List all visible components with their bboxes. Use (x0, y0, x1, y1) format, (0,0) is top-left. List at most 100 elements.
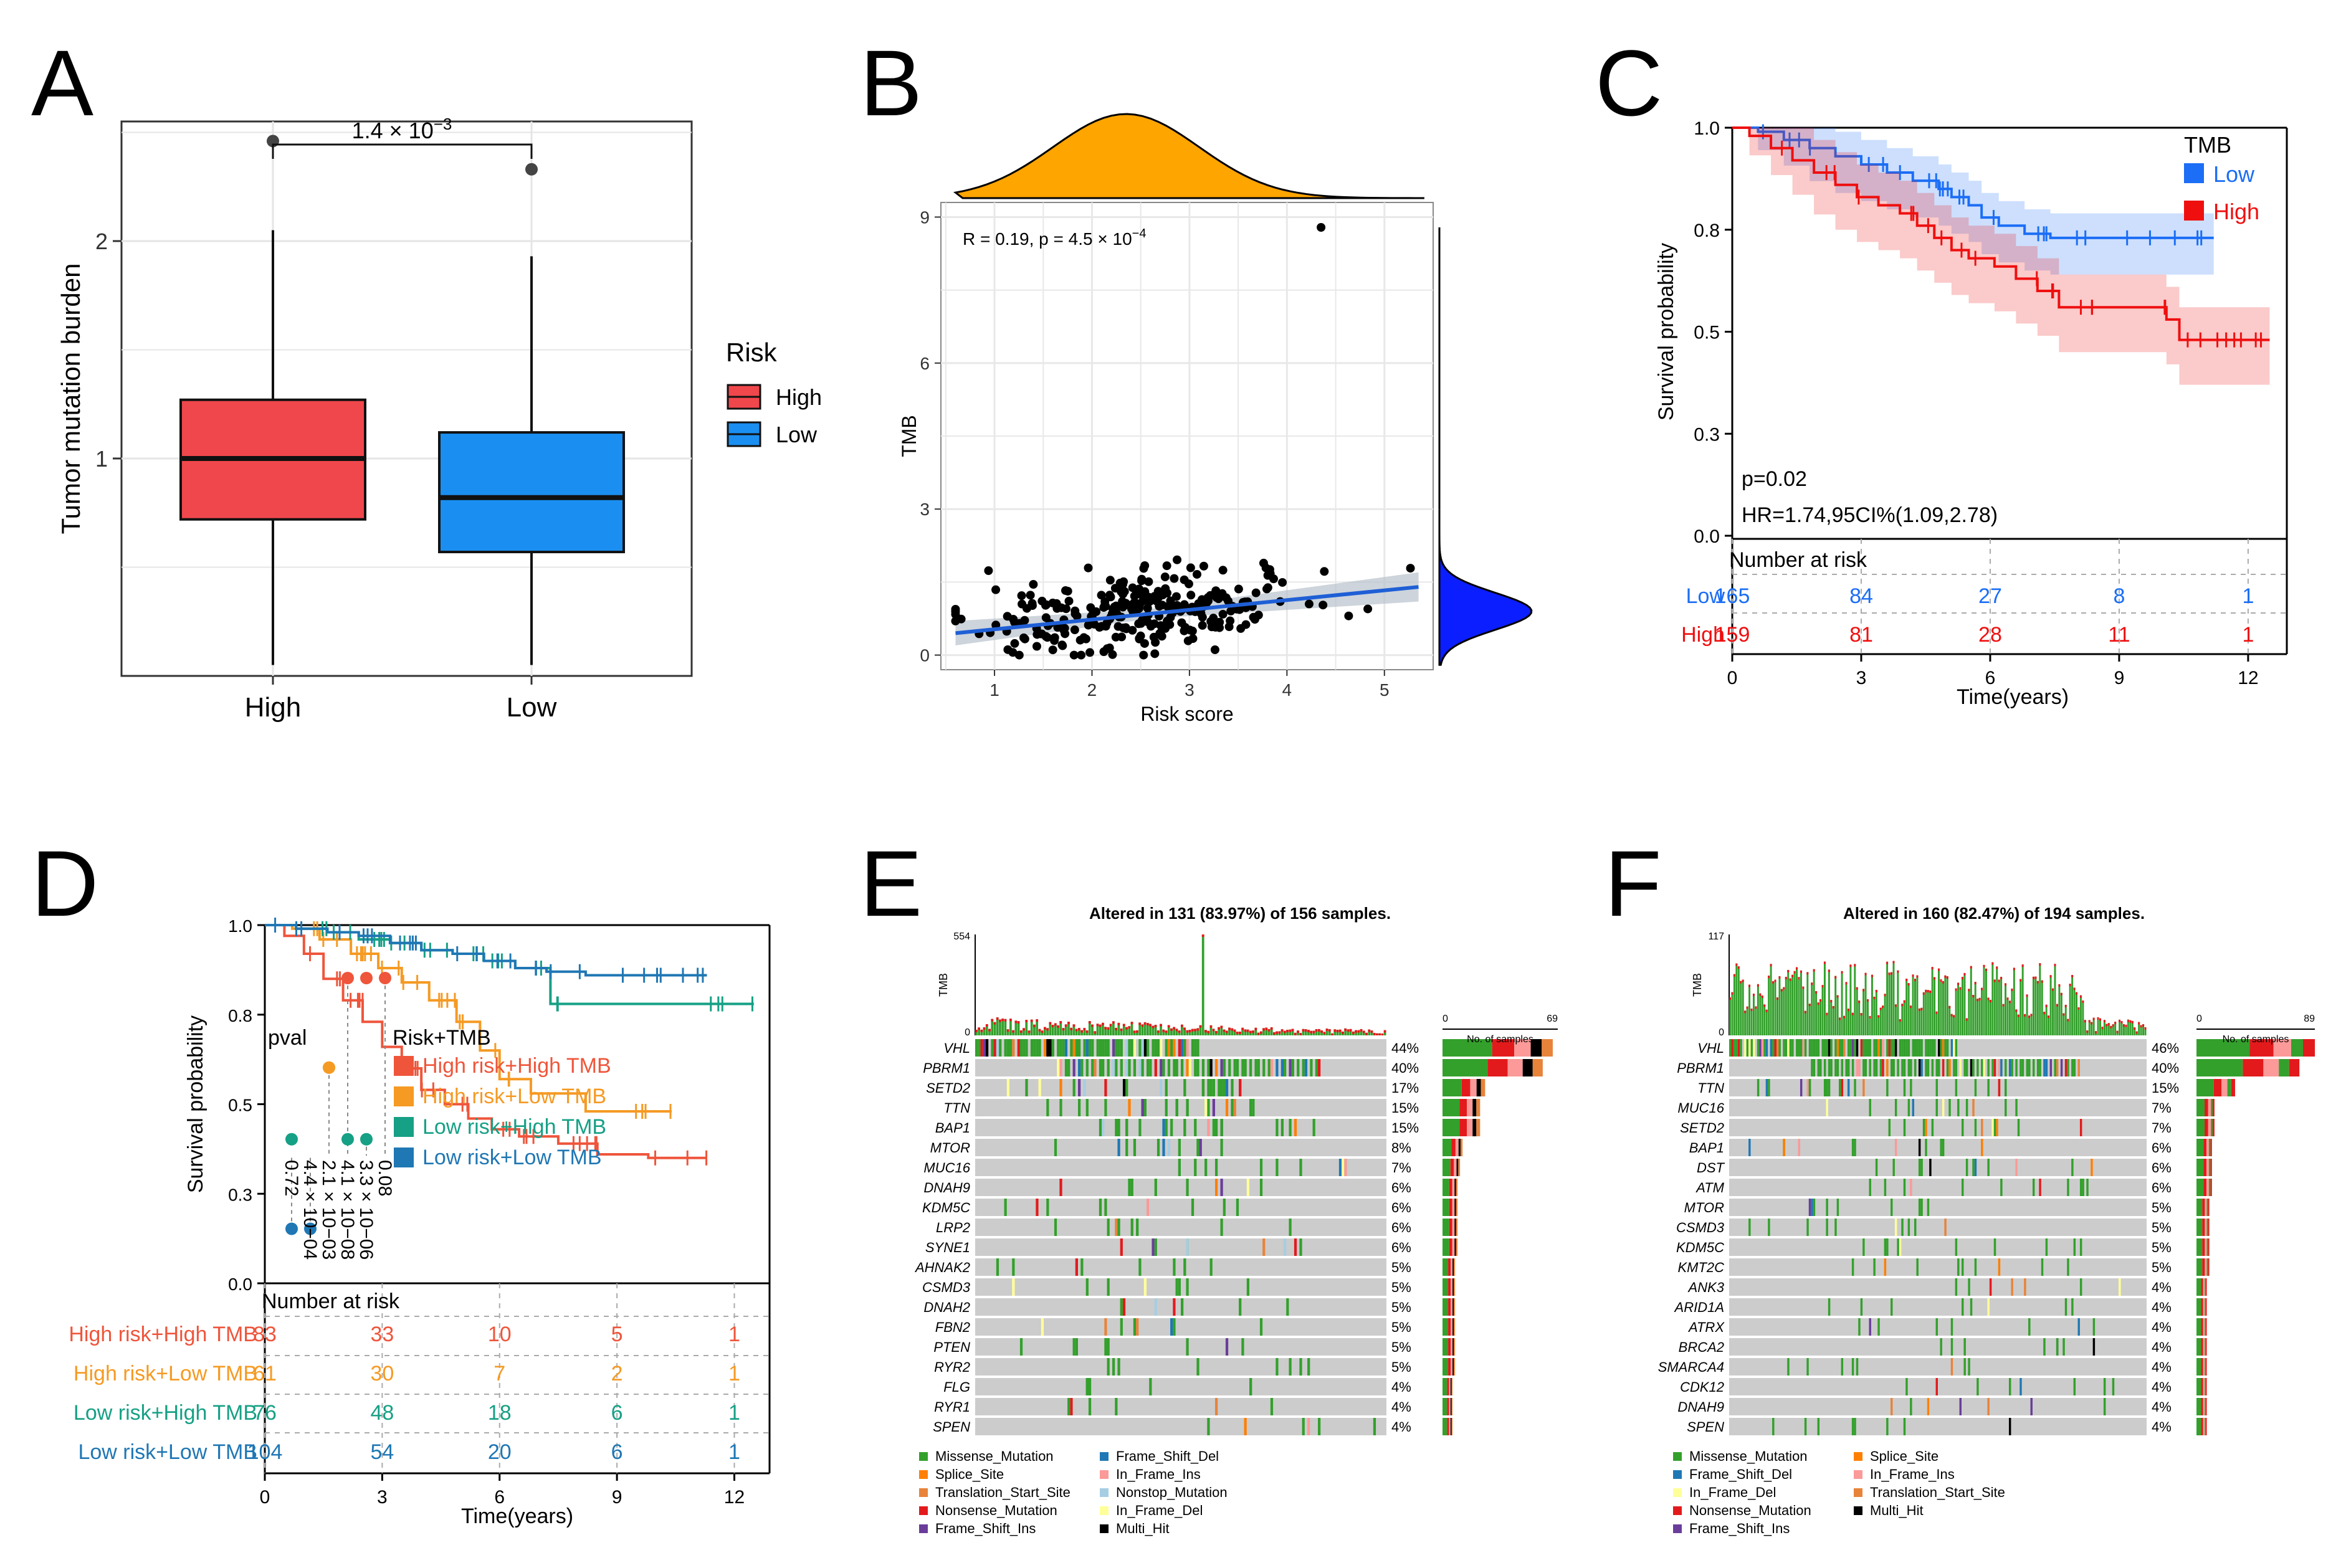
tmb-bar-cap (1875, 989, 1877, 992)
gene-label: VHL (1697, 1040, 1724, 1056)
tmb-bar-cap (1737, 966, 1740, 969)
x-tick-label: 6 (1985, 668, 1996, 688)
sidebar-segment (2211, 1099, 2213, 1116)
mutation-cell (1051, 1039, 1054, 1057)
tmb-bar (2079, 995, 2082, 1035)
gene-percent: 17% (1391, 1080, 1419, 1096)
sidebar-segment (1451, 1139, 1456, 1156)
mutation-cell (1186, 1278, 1189, 1296)
data-point (1184, 579, 1193, 589)
mutation-cell (1959, 1059, 1962, 1076)
mutation-cell (1259, 1179, 1263, 1196)
mutation-cell (1953, 1039, 1955, 1057)
mutation-cell (1981, 1119, 1983, 1136)
mutation-cell (1787, 1358, 1790, 1376)
mutation-cell (1209, 1059, 1213, 1076)
risk-count: 2 (611, 1362, 623, 1385)
mutation-cell (1125, 1119, 1128, 1136)
tmb-bar (1125, 1027, 1128, 1035)
gene-percent: 5% (1391, 1260, 1411, 1275)
pval-dot-extra (341, 1133, 354, 1146)
legend-label: Missense_Mutation (935, 1448, 1054, 1464)
panel-letter-d: D (31, 831, 98, 936)
mutation-cell (1236, 1059, 1239, 1076)
tmb-bar (975, 1029, 978, 1035)
tmb-bar (993, 1022, 996, 1035)
data-point (1207, 622, 1216, 632)
mutation-cell (1183, 1258, 1186, 1276)
tmb-bar (2110, 1025, 2112, 1035)
tmb-bar-cap (2028, 1015, 2031, 1019)
sidebar-segment (1451, 1278, 1453, 1296)
mutation-cell (1796, 1039, 1798, 1057)
tmb-bar (2032, 976, 2034, 1035)
mutation-cell (2064, 1059, 2067, 1076)
sidebar-title: No. of samples (1467, 1034, 1533, 1045)
risk-count: 33 (370, 1323, 394, 1346)
x-axis-label: Time(years) (461, 1504, 573, 1528)
sidebar-segment (1443, 1039, 1492, 1057)
tmb-bar-cap (1228, 1027, 1231, 1030)
mutation-cell (1826, 1099, 1828, 1116)
pval-title: pval (268, 1026, 307, 1050)
sidebar-segment (1472, 1119, 1477, 1136)
data-point (1263, 571, 1272, 580)
mutation-cell (1233, 1099, 1236, 1116)
mutation-cell (1122, 1079, 1126, 1096)
tmb-bar-cap (991, 1019, 994, 1022)
legend-label: Low (2213, 161, 2255, 187)
mutation-cell (1841, 1039, 1844, 1057)
tmb-bar-cap (1383, 1030, 1386, 1033)
tmb-bar-cap (1194, 1029, 1196, 1032)
mutation-cell (1104, 1199, 1107, 1216)
tmb-bar (1970, 966, 1972, 1035)
tmb-bar-cap (1897, 970, 1899, 973)
y-tick-label: 2 (95, 229, 108, 254)
data-point (1032, 642, 1041, 651)
mutation-cell (1877, 1039, 1880, 1057)
tmb-bar (1023, 1028, 1025, 1035)
mutation-cell (1170, 1119, 1173, 1136)
sidebar-segment (1443, 1159, 1451, 1176)
mutation-cell (1899, 1039, 1902, 1057)
mutation-cell (1154, 1238, 1157, 1256)
mutation-cell (983, 1039, 986, 1057)
tmb-bar (1985, 968, 1987, 1035)
tmb-bar (1873, 996, 1876, 1035)
tmb-bar (1791, 974, 1794, 1035)
mutation-cell (2079, 1179, 2082, 1196)
tmb-bar-cap (1826, 1012, 1828, 1015)
sidebar-segment (1443, 1199, 1449, 1216)
sidebar-segment (2205, 1119, 2208, 1136)
sidebar-segment (2202, 1258, 2205, 1276)
tmb-bar-cap (1183, 1027, 1186, 1030)
tmb-bar-cap (1178, 1030, 1181, 1033)
tmb-bar (2127, 1019, 2129, 1035)
mutation-cell (1196, 1039, 1199, 1057)
legend-key (394, 1056, 414, 1076)
mutation-cell (1851, 1059, 1854, 1076)
mutation-cell (1294, 1238, 1297, 1256)
mutation-cell (1935, 1059, 1938, 1076)
tmb-bar-cap (1156, 1030, 1160, 1033)
tmb-bar (1804, 1010, 1806, 1035)
tmb-bar (1778, 976, 1781, 1035)
data-point (1218, 609, 1228, 619)
sidebar-segment (1443, 1059, 1488, 1076)
mutation-cell (1209, 1258, 1213, 1276)
tmb-bar-cap (1755, 1006, 1757, 1009)
sidebar-segment (1459, 1119, 1467, 1136)
mutation-cell (1284, 1059, 1287, 1076)
x-axis-label: Time(years) (1957, 685, 2069, 709)
mutation-cell (1162, 1059, 1165, 1076)
mutation-cell (1183, 1119, 1186, 1136)
mutation-cell (1054, 1219, 1057, 1236)
mutation-cell (1267, 1059, 1271, 1076)
mutation-cell (2067, 1059, 2069, 1076)
mutation-cell (1927, 1059, 1930, 1076)
pval-text: 0.08 (374, 1160, 395, 1196)
mutation-cell (1972, 1099, 1975, 1116)
mutation-cell (1940, 1039, 1942, 1057)
mutation-cell (1304, 1059, 1308, 1076)
mutation-cell (2112, 1378, 2115, 1395)
